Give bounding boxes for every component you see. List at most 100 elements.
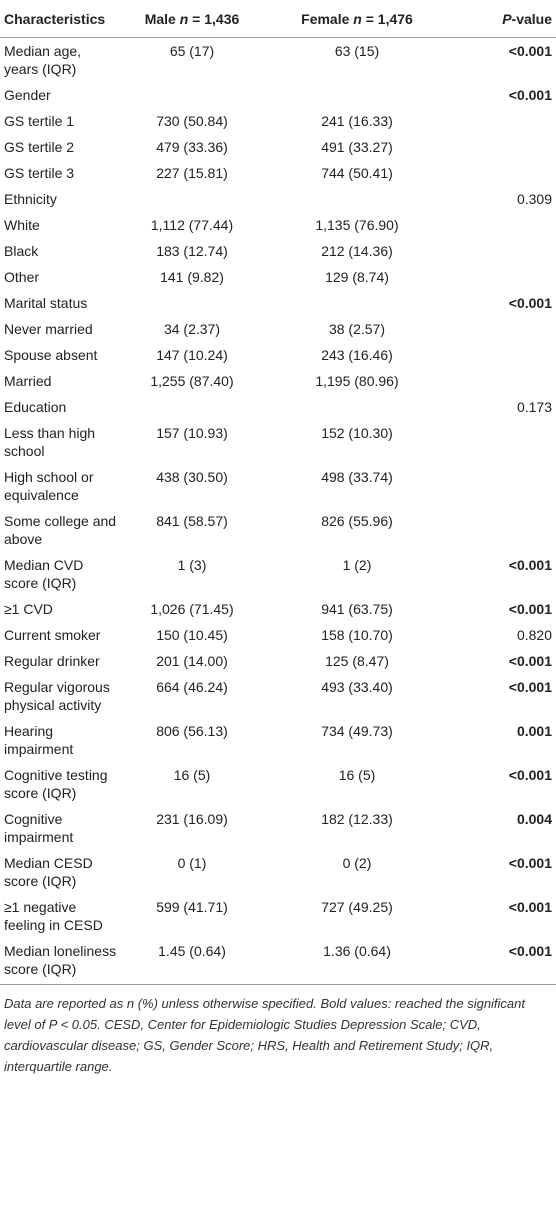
cell-value: 227 (15.81) [156,165,228,181]
table-cell: 664 (46.24) [128,674,256,718]
cell-value: 744 (50.41) [321,165,393,181]
row-label: Hearing impairment [4,723,74,757]
cell-value: 727 (49.25) [321,899,393,915]
table-cell: 183 (12.74) [128,238,256,264]
table-cell: Gender [0,82,128,108]
table-cell: GS tertile 2 [0,134,128,160]
header-cell: P-value [458,0,556,38]
row-label: Cognitive testing score (IQR) [4,767,108,801]
row-label: ≥1 negative feeling in CESD [4,899,103,933]
table-cell: 182 (12.33) [256,806,458,850]
row-label: Cognitive impairment [4,811,74,845]
table-body: Median age, years (IQR) 65 (17) 63 (15) <0.… [0,38,556,985]
header-text: Male [144,11,180,27]
table-cell: 1 (3) [128,552,256,596]
cell-value: 65 (17) [169,43,215,59]
table-cell: 0.173 [458,394,556,420]
table-cell: 1,026 (71.45) [128,596,256,622]
table-cell [458,508,556,552]
table-cell: White [0,212,128,238]
row-label: Married [4,373,52,389]
cell-value: <0.001 [508,295,552,311]
table-cell [458,316,556,342]
table-cell [256,186,458,212]
cell-value: <0.001 [508,767,552,783]
table-row: Other 141 (9.82) 129 (8.74) [0,264,556,290]
table-cell: Regular drinker [0,648,128,674]
table-cell: 941 (63.75) [256,596,458,622]
table-row: Hearing impairment 806 (56.13) 734 (49.73)… [0,718,556,762]
header-text: = 1,476 [361,11,413,27]
row-label: Never married [4,321,93,337]
table-cell: 727 (49.25) [256,894,458,938]
header-text: Characteristics [4,11,106,27]
cell-value: 182 (12.33) [321,811,393,827]
cell-value: 491 (33.27) [321,139,393,155]
table-cell: <0.001 [458,894,556,938]
table-cell: 491 (33.27) [256,134,458,160]
table-cell: 63 (15) [256,38,458,83]
table-row: Median CVD score (IQR) 1 (3) 1 (2) <0.001 [0,552,556,596]
table-cell: <0.001 [458,648,556,674]
header-cell: Characteristics [0,0,128,38]
row-label: Less than high school [4,425,96,459]
cell-value: <0.001 [508,943,552,959]
table-cell: <0.001 [458,674,556,718]
table-row: Regular drinker 201 (14.00) 125 (8.47) <0.0… [0,648,556,674]
table-cell: 1 (2) [256,552,458,596]
table-cell: 498 (33.74) [256,464,458,508]
cell-value: 157 (10.93) [156,425,228,441]
row-label: Median CESD score (IQR) [4,855,93,889]
cell-value: 141 (9.82) [160,269,224,285]
table-cell: ≥1 CVD [0,596,128,622]
table-row: Gender <0.001 [0,82,556,108]
table-cell: 65 (17) [128,38,256,83]
table-cell: Regular vigorous physical activity [0,674,128,718]
cell-value: 1,112 (77.44) [150,217,234,233]
table-row: Current smoker 150 (10.45) 158 (10.70) 0.82… [0,622,556,648]
header-text: -value [511,11,552,27]
table-cell: 744 (50.41) [256,160,458,186]
table-cell: 0.820 [458,622,556,648]
table-cell [128,186,256,212]
table-cell: <0.001 [458,762,556,806]
cell-value: <0.001 [508,601,552,617]
cell-value: <0.001 [508,679,552,695]
row-label: Regular vigorous physical activity [4,679,110,713]
table-cell [458,264,556,290]
cell-value: 241 (16.33) [321,113,393,129]
table-row: Median CESD score (IQR) 0 (1) 0 (2) <0.001 [0,850,556,894]
cell-value: 158 (10.70) [321,627,393,643]
table-row: Some college and above 841 (58.57) 826 (55… [0,508,556,552]
table-cell: ≥1 negative feeling in CESD [0,894,128,938]
table-cell: Some college and above [0,508,128,552]
table-cell [128,290,256,316]
table-cell [458,134,556,160]
row-label: Education [4,399,67,415]
row-label: Spouse absent [4,347,98,363]
table-row: Married 1,255 (87.40) 1,195 (80.96) [0,368,556,394]
cell-value: 1.45 (0.64) [158,943,226,959]
table-cell: 806 (56.13) [128,718,256,762]
row-label: Marital status [4,295,88,311]
cell-value: 152 (10.30) [321,425,393,441]
table-cell: 841 (58.57) [128,508,256,552]
table-cell: 147 (10.24) [128,342,256,368]
table-cell: 493 (33.40) [256,674,458,718]
cell-value: 1,255 (87.40) [150,373,234,389]
table-row: High school or equivalence 438 (30.50) 498… [0,464,556,508]
table-cell: Education [0,394,128,420]
cell-value: 1,135 (76.90) [315,217,399,233]
table-cell: <0.001 [458,938,556,985]
row-label: Some college and above [4,513,117,547]
cell-value: 16 (5) [173,767,211,783]
table-cell: 152 (10.30) [256,420,458,464]
cell-value: 0 (1) [177,855,207,871]
table-cell [458,212,556,238]
table-cell: Cognitive impairment [0,806,128,850]
cell-value: 38 (2.57) [328,321,386,337]
table-cell: 16 (5) [128,762,256,806]
cell-value: <0.001 [508,855,552,871]
row-label: High school or equivalence [4,469,94,503]
